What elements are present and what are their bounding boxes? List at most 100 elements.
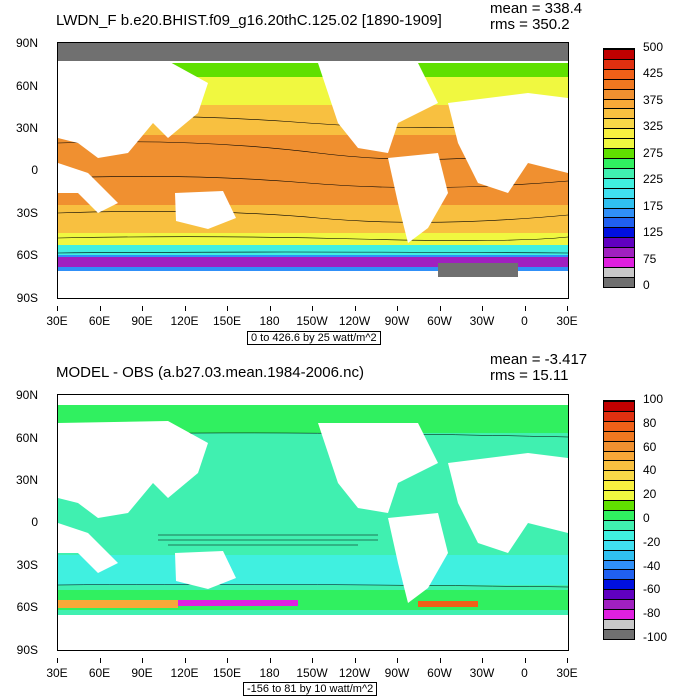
colorbar-swatch: [604, 529, 634, 540]
colorbar-swatch: [604, 559, 634, 570]
colorbar-swatch: [604, 430, 634, 441]
lon-label: 90E: [131, 314, 153, 328]
colorbar-swatch: [604, 88, 634, 99]
lon-tick: [524, 658, 526, 663]
colorbar-label: 500: [643, 40, 664, 54]
lon-label: 30E: [46, 666, 68, 680]
lon-label: 30E: [556, 314, 578, 328]
colorbar-swatch: [604, 410, 634, 421]
lon-tick: [439, 658, 441, 663]
colorbar-label: -80: [643, 606, 661, 621]
colorbar-label: -20: [643, 534, 661, 549]
p1-lat-0: 0: [31, 163, 38, 177]
p1-lat-60s: 60S: [16, 248, 38, 262]
lon-tick: [227, 306, 228, 311]
colorbar-swatch: [604, 118, 634, 129]
lon-label: 30W: [469, 314, 495, 328]
colorbar-swatch: [604, 450, 634, 461]
colorbar-swatch: [604, 569, 634, 580]
colorbar-label: 60: [643, 439, 657, 454]
colorbar-swatch: [604, 519, 634, 530]
colorbar-swatch: [604, 509, 634, 520]
p2-south-cold: [178, 600, 298, 606]
lon-label: 60E: [88, 314, 111, 328]
colorbar-label: 275: [643, 145, 664, 160]
lon-label: 60E: [88, 666, 111, 680]
lon-label: 180: [259, 314, 280, 328]
lon-label: 60W: [427, 314, 452, 328]
panel2-map: [58, 395, 568, 650]
panel1-mean: mean = 338.4: [490, 0, 583, 17]
p2-south-warm: [58, 600, 178, 608]
lon-label: 120W: [338, 666, 371, 680]
lon-tick: [482, 306, 483, 311]
lon-label: 60W: [427, 666, 452, 680]
lon-label: 150W: [296, 666, 328, 680]
lon-label: 150W: [296, 314, 328, 328]
colorbar-swatch: [604, 539, 634, 550]
colorbar-swatch: [604, 237, 634, 248]
panel2-mean: mean = -3.417: [490, 351, 588, 368]
p1-band-70s: [58, 257, 568, 267]
colorbar-swatch: [604, 98, 634, 109]
lon-tick: [439, 306, 441, 311]
colorbar-swatch: [604, 177, 634, 188]
panel2-rms: rms = 15.11: [490, 367, 569, 384]
colorbar-label: 20: [643, 487, 657, 502]
lon-tick: [99, 658, 101, 663]
colorbar-label: -40: [643, 558, 661, 573]
colorbar-swatch: [604, 68, 634, 79]
colorbar-swatch: [604, 187, 634, 198]
lon-tick: [354, 658, 356, 663]
colorbar-swatch: [604, 49, 634, 59]
colorbar-label: 325: [643, 119, 664, 134]
lon-label: 120E: [170, 314, 199, 328]
colorbar-swatch: [604, 579, 634, 590]
lon-label: 180: [259, 666, 280, 680]
colorbar-label: 375: [643, 92, 664, 107]
p1-sea-ice-north: [58, 43, 568, 61]
colorbar-label: 0: [643, 278, 650, 292]
p2-land: [58, 421, 568, 603]
panel1-frame: [57, 42, 569, 299]
colorbar-swatch: [604, 276, 634, 287]
lon-tick: [184, 306, 186, 311]
lon-tick: [354, 306, 356, 311]
colorbar-swatch: [604, 440, 634, 451]
colorbar-swatch: [604, 628, 634, 639]
p2-lat-90s: 90S: [16, 643, 38, 657]
colorbar-swatch: [604, 138, 634, 149]
lon-tick: [57, 306, 58, 311]
lon-label: 30E: [46, 314, 68, 328]
panel2-colorbar: [603, 400, 635, 640]
colorbar-swatch: [604, 460, 634, 471]
colorbar-swatch: [604, 589, 634, 600]
colorbar-swatch: [604, 108, 634, 119]
colorbar-swatch: [604, 247, 634, 258]
lon-tick: [142, 306, 143, 311]
colorbar-swatch: [604, 401, 634, 411]
colorbar-swatch: [604, 148, 634, 158]
lon-tick: [312, 306, 313, 311]
colorbar-swatch: [604, 609, 634, 619]
lon-label: 0: [521, 314, 528, 328]
p1-sea-ice-south: [438, 263, 518, 277]
p2-lat-30n: 30N: [15, 473, 38, 487]
colorbar-label: 0: [643, 511, 650, 525]
p1-lat-60n: 60N: [15, 79, 38, 93]
lon-tick: [269, 658, 271, 663]
panel2-contour-info: -156 to 81 by 10 watt/m^2: [243, 682, 378, 696]
lon-label: 120E: [170, 666, 199, 680]
p1-band-south-sub: [58, 203, 568, 233]
lon-tick: [227, 658, 228, 663]
p2-lat-30s: 30S: [16, 558, 38, 572]
panel1-contour-info: 0 to 426.6 by 25 watt/m^2: [247, 331, 381, 345]
colorbar-swatch: [604, 599, 634, 610]
p1-lat-30s: 30S: [16, 206, 38, 220]
colorbar-label: 425: [643, 66, 664, 81]
p1-lat-30n: 30N: [15, 121, 38, 135]
panel1-colorbar: [603, 48, 635, 288]
panel1-title: LWDN_F b.e20.BHIST.f09_g16.20thC.125.02 …: [56, 12, 442, 29]
p2-lat-60n: 60N: [15, 431, 38, 445]
lon-label: 0: [521, 666, 528, 680]
